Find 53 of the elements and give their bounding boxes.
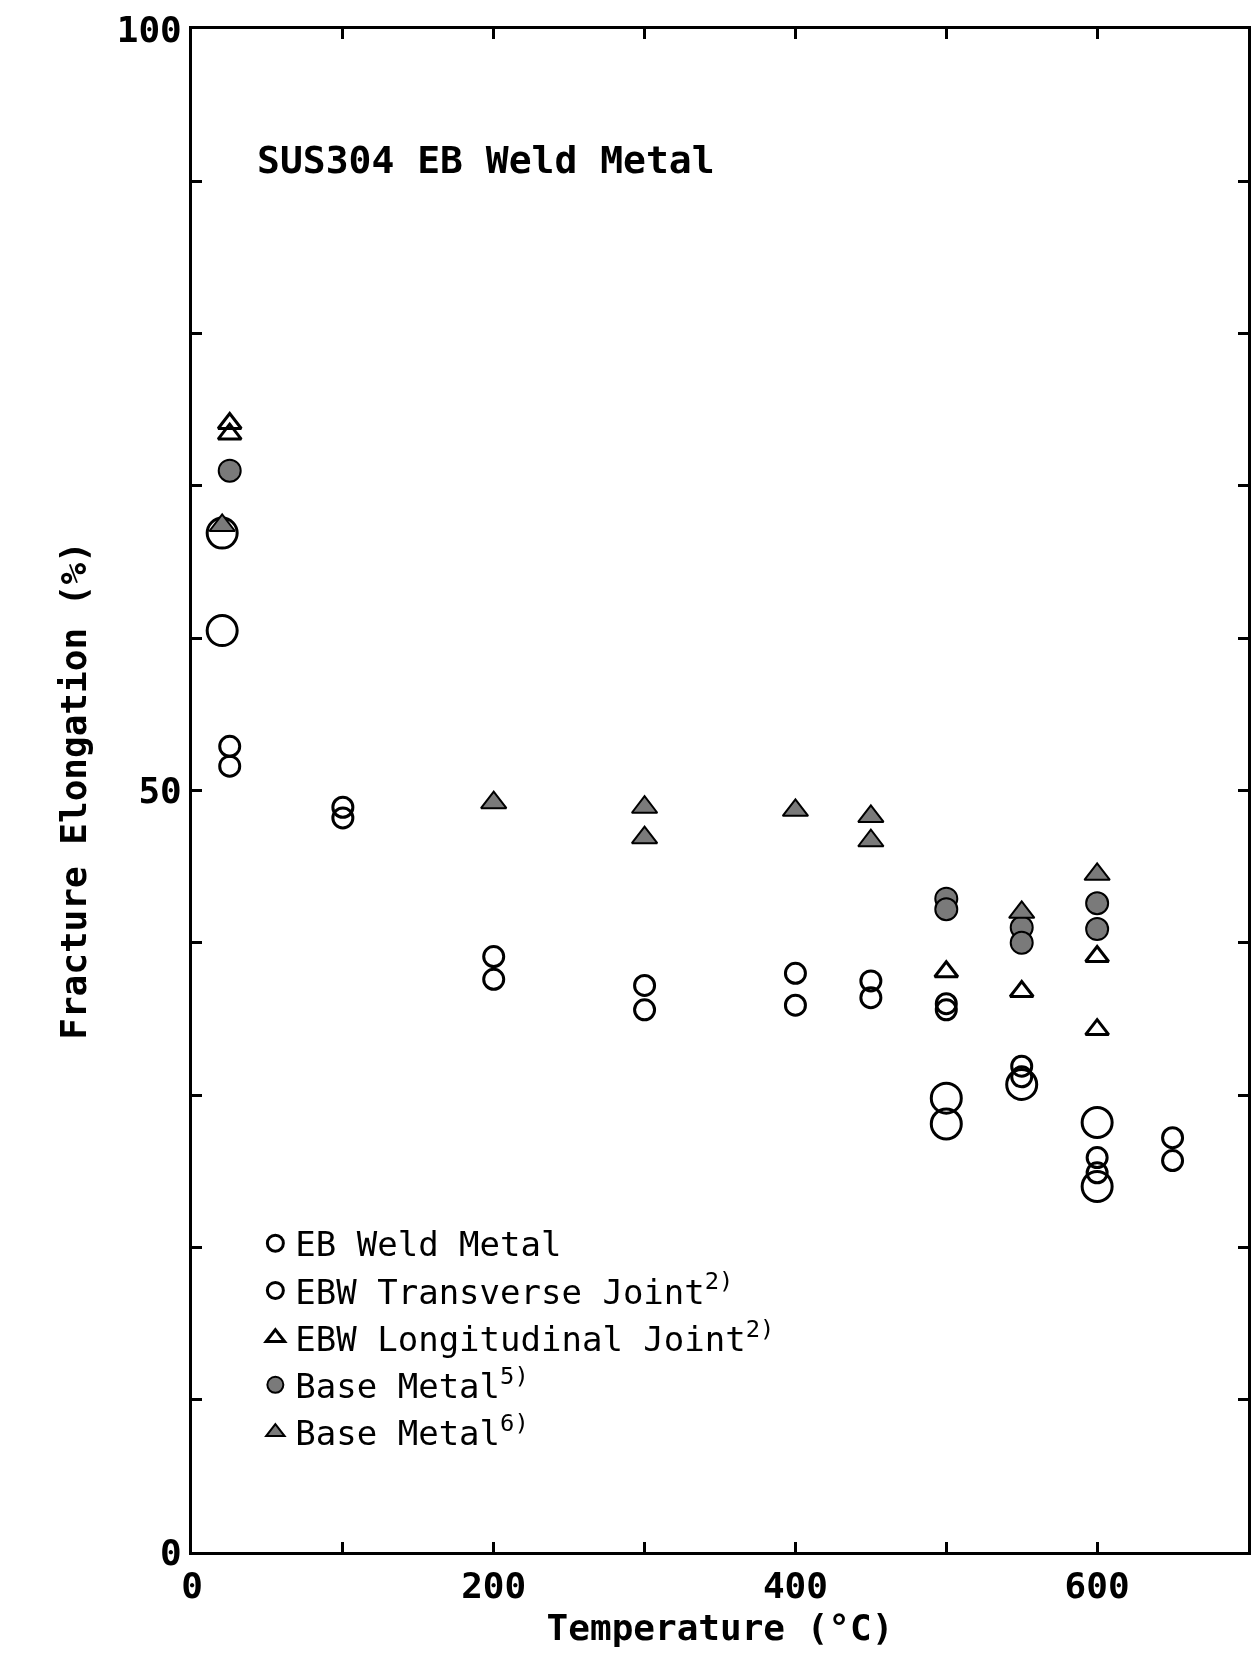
x-tick-label: 200 [461, 1565, 527, 1607]
x-axis-title: Temperature (°C) [546, 1606, 894, 1648]
point [1085, 1161, 1109, 1185]
point [859, 986, 883, 1010]
y-tick-label: 50 [138, 770, 182, 812]
x-tick-label: 400 [762, 1565, 828, 1607]
text: SUS304 EB Weld Metal [257, 138, 715, 182]
point [217, 458, 242, 483]
legend-label: Base Metal$^{5)}$ [295, 1361, 529, 1407]
point [331, 806, 355, 830]
point [1085, 917, 1110, 942]
point [218, 754, 242, 778]
x-tick-label: 600 [1064, 1565, 1130, 1607]
point [480, 790, 508, 810]
point [1085, 1146, 1109, 1170]
point [934, 998, 958, 1022]
point [934, 897, 959, 922]
point [783, 961, 807, 985]
y-axis-title: Fracture Elongation (%) [52, 541, 94, 1040]
point [218, 734, 242, 758]
point [1161, 1149, 1185, 1173]
point [482, 945, 506, 968]
point [205, 516, 239, 550]
point [857, 828, 885, 848]
point [331, 795, 355, 819]
point [783, 993, 807, 1017]
point [859, 969, 883, 993]
point [216, 422, 243, 441]
legend-label: EBW Longitudinal Joint$^{2)}$ [295, 1314, 775, 1359]
legend-label: EB Weld Metal [295, 1224, 562, 1265]
point [1008, 980, 1035, 999]
point [1010, 1054, 1034, 1078]
point [216, 411, 243, 430]
point [934, 992, 958, 1016]
point [929, 1081, 963, 1115]
legend-label: EBW Transverse Joint$^{2)}$ [295, 1267, 734, 1312]
legend-label: Base Metal$^{6)}$ [295, 1409, 529, 1454]
point [1084, 945, 1111, 964]
point [929, 1107, 963, 1141]
point [1161, 1126, 1185, 1150]
point [1084, 1018, 1111, 1037]
point [1085, 891, 1110, 916]
y-tick-label: 0 [160, 1531, 182, 1573]
point [633, 998, 657, 1022]
point [633, 973, 657, 997]
point [482, 967, 506, 991]
point [205, 614, 239, 648]
point [1080, 1169, 1114, 1203]
point [933, 960, 960, 979]
point [1080, 1106, 1114, 1139]
y-tick-label: 100 [116, 8, 182, 50]
point [1005, 1067, 1039, 1101]
point [1009, 930, 1034, 955]
